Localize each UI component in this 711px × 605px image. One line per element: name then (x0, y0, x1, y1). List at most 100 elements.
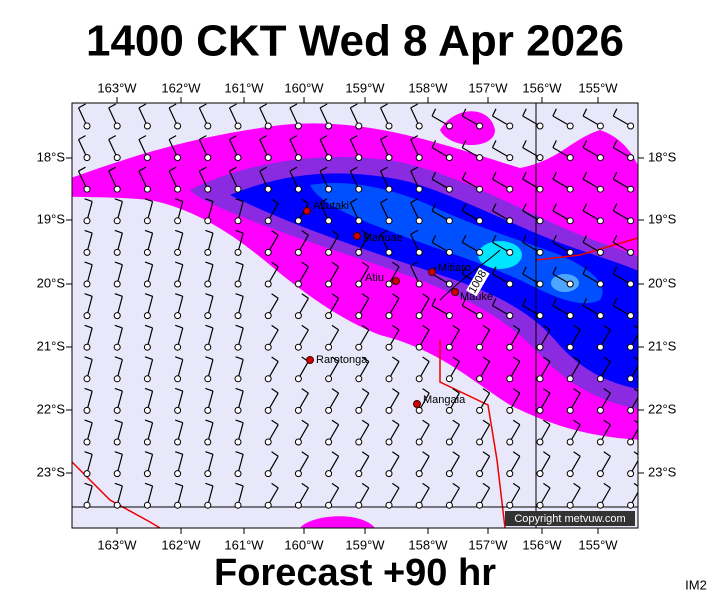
barb-station (627, 185, 635, 193)
barb-flag (392, 261, 400, 268)
barb-flag (522, 108, 527, 117)
barb-flag (522, 266, 527, 275)
place-marker (303, 207, 311, 215)
barb-flag (235, 198, 244, 203)
barb-station (294, 501, 302, 509)
barb-flag (301, 419, 309, 426)
barb-flag (168, 166, 177, 172)
barb-station (325, 438, 333, 446)
barb-flag (235, 293, 244, 297)
barb-station (174, 248, 182, 256)
barb-flag (350, 103, 358, 109)
barb-flag (482, 324, 490, 331)
barb-station (264, 501, 272, 509)
barb-flag (301, 261, 309, 268)
lon-label: 158°W (408, 537, 448, 552)
barb-flag (361, 324, 370, 331)
barb-flag (543, 451, 551, 457)
map-frame (71, 102, 639, 529)
barb-station (204, 154, 212, 162)
barb-flag (331, 293, 339, 299)
barb-flag (543, 482, 551, 489)
rain-heavy (230, 173, 638, 389)
barb-station (174, 438, 182, 446)
barb-station (415, 470, 423, 478)
barb-flag (522, 140, 527, 148)
barb-flag (84, 293, 93, 297)
barb-flag (461, 108, 467, 117)
barb-station (536, 154, 544, 162)
barb-station (355, 312, 363, 320)
isobar-label-bg (466, 267, 490, 297)
barb-station (566, 217, 574, 225)
barb-flag (612, 171, 618, 180)
barb-station (143, 312, 151, 320)
barb-station (83, 406, 91, 414)
barb-flag (289, 166, 298, 172)
barb-flag (235, 387, 244, 392)
barb-flag (380, 103, 388, 109)
lon-label: 155°W (578, 80, 618, 95)
barb-station (325, 406, 333, 414)
barb-flag (229, 166, 237, 172)
barb-station (204, 122, 212, 130)
barb-station (445, 248, 453, 256)
barb-station (204, 217, 212, 225)
barb-flag (175, 293, 183, 297)
barb-flag (205, 198, 214, 203)
barb-flag (633, 451, 638, 456)
isobar (439, 249, 501, 301)
barb-station (506, 501, 514, 509)
barb-flag (84, 261, 93, 266)
barb-station (445, 280, 453, 288)
barb-flag (543, 356, 551, 362)
lon-label: 160°W (284, 80, 324, 95)
barb-station (566, 280, 574, 288)
barb-flag (603, 482, 611, 489)
barb-flag (380, 135, 388, 140)
barb-station (204, 280, 212, 288)
barb-flag (175, 356, 183, 361)
barb-station (506, 438, 514, 446)
barb-flag (205, 293, 214, 297)
barb-station (536, 122, 544, 130)
barb-station (445, 312, 453, 320)
barb-flag (271, 356, 279, 362)
barb-station (415, 375, 423, 383)
barb-station (355, 438, 363, 446)
place-name: Manuae (363, 232, 403, 244)
barb-flag (301, 230, 309, 236)
barb-station (415, 438, 423, 446)
barb-flag (452, 419, 460, 426)
barb-station (83, 280, 91, 288)
barb-station (143, 501, 151, 509)
barb-station (415, 280, 423, 288)
barb-flag (271, 324, 279, 331)
barb-flag (259, 103, 268, 109)
barb-flag (633, 419, 638, 424)
barb-flag (114, 482, 123, 487)
lat-label: 19°S (37, 211, 66, 226)
barb-station (113, 343, 121, 351)
barb-flag (301, 482, 309, 489)
barb-flag (603, 388, 611, 394)
barb-station (445, 406, 453, 414)
barb-flag (573, 482, 581, 489)
barb-station (536, 185, 544, 193)
barb-station (325, 312, 333, 320)
lon-label: 163°W (97, 537, 137, 552)
barb-flag (361, 419, 370, 426)
barb-flag (633, 324, 638, 329)
barb-flag (114, 293, 123, 297)
barb-station (536, 501, 544, 509)
barb-station (596, 375, 604, 383)
barb-flag (573, 324, 581, 331)
barb-station (627, 343, 635, 351)
barb-station (294, 154, 302, 162)
barb-station (506, 248, 514, 256)
barb-station (83, 375, 91, 383)
barb-station (627, 470, 635, 478)
barb-flag (144, 419, 153, 424)
barb-station (204, 248, 212, 256)
barb-station (83, 438, 91, 446)
